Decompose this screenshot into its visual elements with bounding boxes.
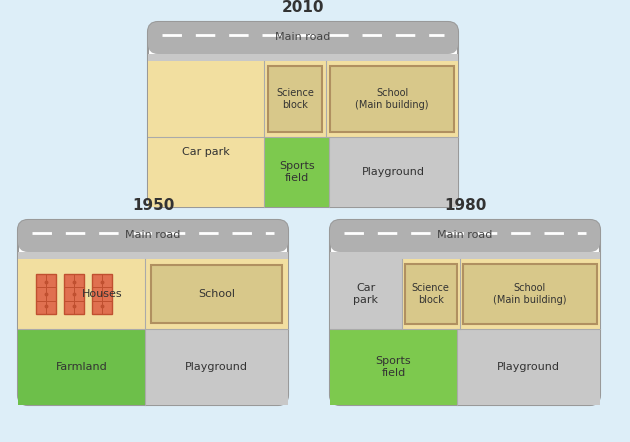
FancyBboxPatch shape xyxy=(148,22,458,207)
Text: Playground: Playground xyxy=(497,362,560,372)
Text: Main road: Main road xyxy=(437,230,493,240)
Bar xyxy=(151,265,282,323)
Bar xyxy=(330,252,600,259)
Text: School
(Main building): School (Main building) xyxy=(493,283,566,305)
Bar xyxy=(264,137,329,207)
Bar xyxy=(330,66,454,132)
Bar xyxy=(330,259,401,329)
FancyBboxPatch shape xyxy=(18,220,288,252)
Bar xyxy=(264,61,458,137)
Bar xyxy=(18,329,145,405)
Text: 1950: 1950 xyxy=(132,198,174,213)
Bar xyxy=(148,61,264,207)
Bar xyxy=(91,274,112,314)
Text: School
(Main building): School (Main building) xyxy=(355,88,429,110)
Text: Science
block: Science block xyxy=(411,283,450,305)
Bar xyxy=(330,329,457,405)
Text: Main road: Main road xyxy=(275,32,331,42)
FancyBboxPatch shape xyxy=(330,220,600,252)
Bar xyxy=(64,274,84,314)
Text: Science
block: Science block xyxy=(277,88,314,110)
Bar xyxy=(329,137,458,207)
Text: Farmland: Farmland xyxy=(55,362,107,372)
Text: Playground: Playground xyxy=(362,167,425,177)
Text: Car park: Car park xyxy=(182,146,230,156)
Bar xyxy=(457,329,600,405)
Text: 2010: 2010 xyxy=(282,0,324,15)
Bar xyxy=(401,259,600,329)
Bar xyxy=(35,274,56,314)
Text: Sports
field: Sports field xyxy=(375,356,411,378)
Bar xyxy=(404,264,457,324)
Bar xyxy=(148,54,458,61)
FancyBboxPatch shape xyxy=(148,22,458,54)
Text: Main road: Main road xyxy=(125,230,181,240)
Bar xyxy=(18,259,145,329)
Text: Sports
field: Sports field xyxy=(279,161,314,183)
Text: School: School xyxy=(198,289,235,299)
Text: Houses: Houses xyxy=(81,289,122,299)
FancyBboxPatch shape xyxy=(18,220,288,405)
Bar xyxy=(268,66,323,132)
Bar xyxy=(18,252,288,259)
FancyBboxPatch shape xyxy=(330,220,600,405)
Bar xyxy=(145,329,288,405)
Bar xyxy=(145,259,288,329)
Bar xyxy=(462,264,597,324)
Text: Car
park: Car park xyxy=(353,283,378,305)
Text: Playground: Playground xyxy=(185,362,248,372)
Text: 1980: 1980 xyxy=(444,198,486,213)
